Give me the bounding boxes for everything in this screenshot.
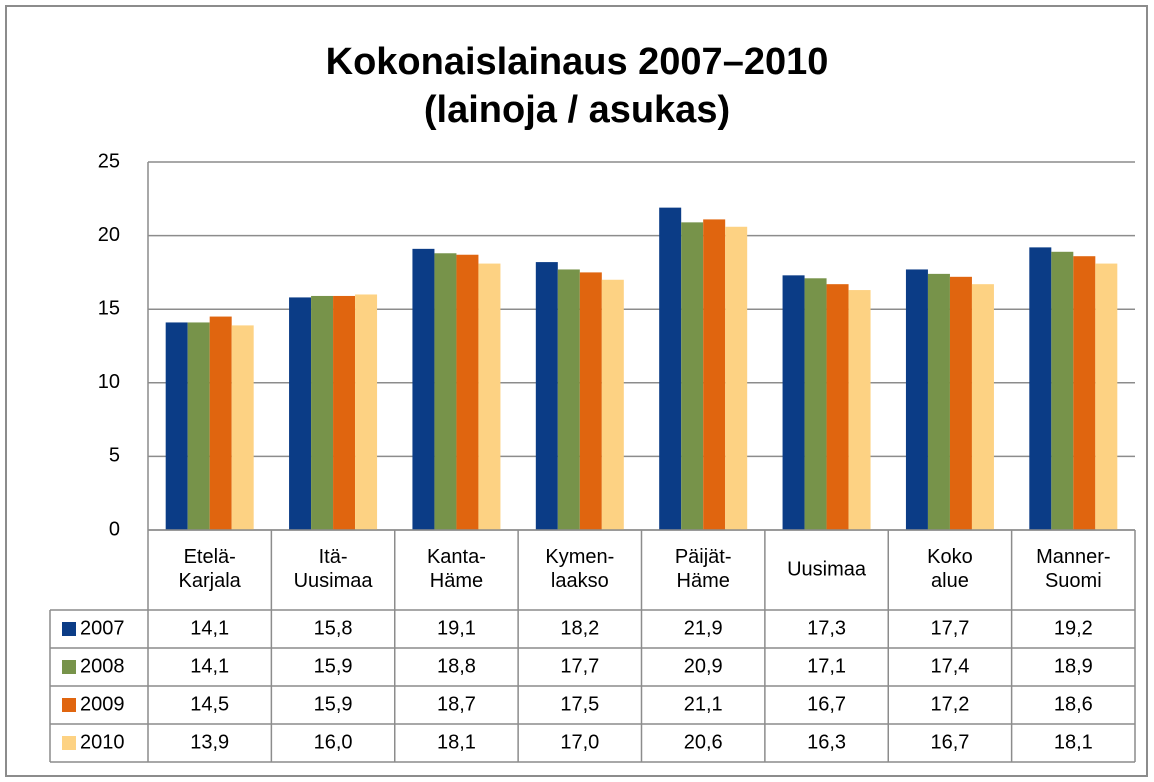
legend-swatch [62, 736, 76, 750]
bar [311, 295, 334, 530]
data-label: 18,9 [1054, 655, 1093, 677]
bar [209, 316, 232, 530]
bar [579, 272, 602, 530]
bar [557, 269, 580, 530]
x-tick-label: Koko alue [927, 546, 973, 592]
x-tick-label: Päijät-Häme [675, 546, 732, 592]
bar [333, 295, 356, 530]
bar [478, 263, 501, 530]
bar [289, 297, 312, 530]
data-label: 19,1 [437, 617, 476, 639]
bar [949, 276, 972, 530]
x-tick-label: Manner-Suomi [1036, 546, 1110, 592]
data-label: 14,1 [190, 655, 229, 677]
data-label: 18,6 [1054, 693, 1093, 715]
y-tick-label: 15 [98, 297, 120, 319]
chart-subtitle: (lainoja / asukas) [424, 89, 730, 131]
data-label: 20,6 [684, 731, 723, 753]
data-label: 17,0 [560, 731, 599, 753]
bar [535, 262, 558, 530]
data-label: 21,1 [684, 693, 723, 715]
y-tick-label: 5 [109, 445, 120, 467]
bar [659, 207, 682, 530]
data-label: 17,1 [807, 655, 846, 677]
y-tick-label: 20 [98, 224, 120, 246]
data-label: 17,7 [930, 617, 969, 639]
bar [826, 284, 849, 530]
chart-title: Kokonaislainaus 2007–2010 [326, 41, 829, 83]
data-label: 16,7 [807, 693, 846, 715]
legend-label: 2007 [80, 617, 125, 639]
legend-label: 2008 [80, 655, 125, 677]
y-tick-label: 25 [98, 150, 120, 172]
legend-swatch [62, 698, 76, 712]
bar [231, 325, 254, 530]
bar [804, 278, 827, 530]
data-label: 15,8 [314, 617, 353, 639]
data-label: 18,7 [437, 693, 476, 715]
bar [1051, 251, 1074, 531]
x-tick-label: Kanta-Häme [427, 546, 486, 592]
data-label: 16,3 [807, 731, 846, 753]
bar [355, 294, 378, 530]
data-label: 18,2 [560, 617, 599, 639]
data-label: 19,2 [1054, 617, 1093, 639]
data-label: 17,5 [560, 693, 599, 715]
bar [782, 275, 805, 530]
data-label: 15,9 [314, 655, 353, 677]
data-label: 14,5 [190, 693, 229, 715]
x-tick-label: Kymen-laakso [545, 546, 614, 592]
legend-swatch [62, 622, 76, 636]
data-label: 18,1 [1054, 731, 1093, 753]
data-label: 20,9 [684, 655, 723, 677]
bar [703, 219, 726, 530]
legend-swatch [62, 660, 76, 674]
bar [1073, 256, 1096, 530]
data-label: 13,9 [190, 731, 229, 753]
bar [1029, 247, 1052, 530]
data-label: 15,9 [314, 693, 353, 715]
bar [434, 253, 457, 530]
bar [848, 290, 871, 530]
legend-label: 2009 [80, 693, 125, 715]
data-label: 16,0 [314, 731, 353, 753]
data-label: 14,1 [190, 617, 229, 639]
bar [971, 284, 994, 530]
y-tick-label: 10 [98, 371, 120, 393]
data-label: 17,3 [807, 617, 846, 639]
data-label: 17,7 [560, 655, 599, 677]
bar [681, 222, 704, 531]
bar [187, 322, 210, 530]
data-label: 21,9 [684, 617, 723, 639]
data-label: 18,1 [437, 731, 476, 753]
x-tick-label: Itä-Uusimaa [294, 546, 374, 592]
y-tick-label: 0 [109, 518, 120, 540]
bar [456, 254, 479, 530]
legend-label: 2010 [80, 731, 125, 753]
data-label: 17,2 [930, 693, 969, 715]
bar [927, 273, 950, 530]
bar [725, 226, 748, 530]
bar [601, 279, 624, 530]
data-label: 16,7 [930, 731, 969, 753]
data-label: 18,8 [437, 655, 476, 677]
data-label: 17,4 [930, 655, 969, 677]
bar [1095, 263, 1118, 530]
x-tick-label: Etelä-Karjala [179, 546, 242, 592]
bar [412, 248, 435, 530]
bar [905, 269, 928, 530]
x-tick-label: Uusimaa [787, 558, 867, 580]
bar [165, 322, 188, 530]
